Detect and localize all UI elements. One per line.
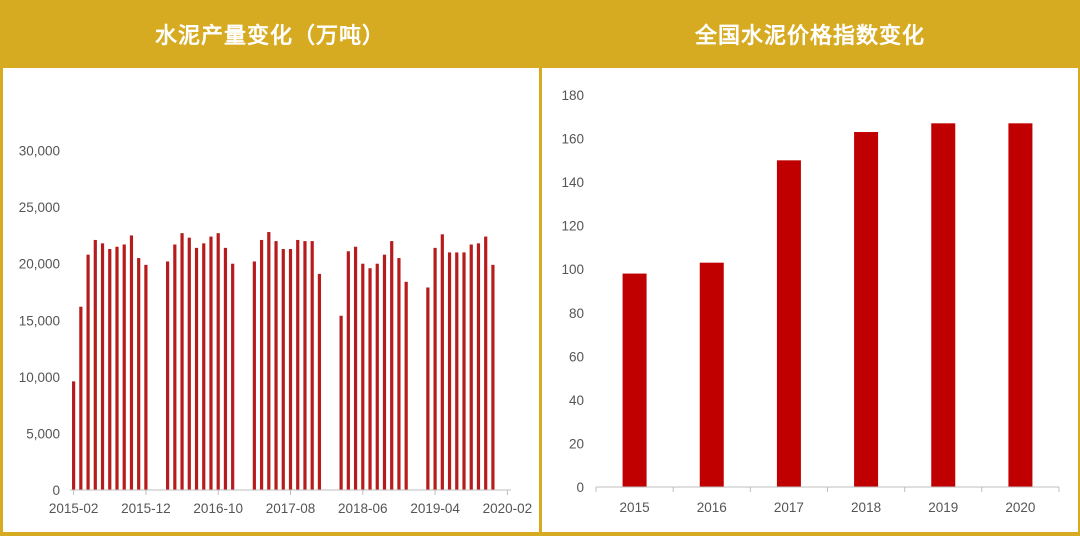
bar: [776, 160, 801, 487]
bar: [361, 263, 365, 490]
bar: [390, 241, 394, 490]
y-tick-label: 25,000: [19, 200, 60, 215]
bar: [180, 233, 184, 490]
bar: [187, 237, 191, 490]
bar: [223, 247, 228, 490]
bar: [469, 244, 473, 490]
x-tick-label: 2019: [928, 500, 958, 515]
bar: [72, 381, 76, 490]
bar: [79, 306, 83, 490]
bar: [931, 123, 956, 488]
y-tick-label: 15,000: [19, 313, 60, 328]
x-tick-label: 2020: [1005, 500, 1035, 515]
x-tick-label: 2018-06: [338, 501, 388, 516]
x-tick-label: 2015-02: [49, 501, 99, 516]
bar: [317, 273, 322, 490]
bar: [433, 247, 437, 490]
bar: [375, 263, 379, 490]
bar: [476, 243, 481, 490]
bar: [484, 236, 488, 490]
y-tick-label: 20,000: [19, 257, 60, 272]
bar: [137, 258, 141, 490]
x-tick-label: 2015: [620, 500, 650, 515]
bar: [368, 268, 372, 490]
y-tick-label: 160: [561, 132, 584, 147]
bar: [93, 239, 97, 490]
x-tick-label: 2017-08: [266, 501, 316, 516]
bar: [353, 246, 358, 490]
right-chart-title: 全国水泥价格指数变化: [694, 24, 925, 49]
bar: [231, 263, 235, 490]
bar: [209, 236, 213, 490]
bar: [404, 281, 408, 490]
bar: [622, 273, 647, 487]
bar: [491, 264, 495, 490]
bar: [346, 251, 350, 490]
x-tick-label: 2020-02: [483, 501, 533, 516]
left-panel: 水泥产量变化（万吨） 0 5,000 10,000 15,000 20,000 25,00…: [3, 24, 539, 532]
bar: [447, 252, 452, 490]
y-tick-label: 20: [569, 436, 584, 451]
bar: [339, 315, 343, 490]
bar: [462, 252, 466, 490]
x-tick-label: 2016-10: [193, 501, 243, 516]
y-tick-label: 180: [561, 88, 584, 103]
right-chart-area: 0 20 40 60 80 100 120 140 160 180 2015 2016 2017 2018…: [542, 68, 1078, 532]
x-tick-label: 2015-12: [121, 501, 171, 516]
bar: [122, 244, 126, 490]
bar: [165, 261, 170, 490]
bar: [281, 249, 285, 490]
bar: [129, 235, 134, 490]
bar: [194, 247, 199, 490]
cement-price-index-chart: 0 20 40 60 80 100 120 140 160 180 2015 2016 2017 2018…: [561, 88, 1060, 515]
x-tick-label: 2019-04: [410, 501, 460, 516]
bar: [108, 249, 112, 490]
y-tick-label: 10,000: [19, 370, 60, 385]
y-tick-label: 120: [561, 219, 584, 234]
x-tick-label: 2016: [697, 500, 727, 515]
y-tick-label: 60: [569, 349, 584, 364]
bar: [455, 252, 459, 490]
bar: [216, 233, 220, 490]
bar: [274, 241, 278, 490]
left-chart-area: 0 5,000 10,000 15,000 20,000 25,000 30,000 2015…: [3, 68, 539, 532]
bar: [854, 132, 879, 487]
bar: [288, 249, 293, 490]
bar: [440, 234, 444, 490]
x-tick-label: 2018: [851, 500, 881, 515]
y-tick-label: 140: [561, 175, 584, 190]
bar: [202, 243, 206, 490]
y-tick-label: 5,000: [26, 426, 60, 441]
cement-output-chart: 0 5,000 10,000 15,000 20,000 25,000 30,000 2015…: [19, 144, 533, 516]
y-tick-label: 30,000: [19, 144, 60, 159]
y-tick-label: 40: [569, 393, 584, 408]
bar: [173, 244, 177, 490]
x-tick-label: 2017: [774, 500, 804, 515]
bar: [259, 239, 264, 490]
bar: [382, 254, 387, 490]
bar: [267, 232, 271, 490]
bar: [144, 264, 148, 490]
bar: [115, 246, 119, 490]
bar: [100, 243, 105, 490]
y-tick-label: 80: [569, 306, 584, 321]
bar: [86, 254, 90, 490]
right-panel: 全国水泥价格指数变化 0 20 40 60 80 100 120 140 160 180 2015 2…: [540, 0, 1080, 536]
bar: [1008, 123, 1033, 488]
bar: [699, 262, 724, 487]
y-tick-label: 0: [52, 483, 60, 498]
bar: [252, 261, 256, 490]
bar: [397, 258, 401, 490]
left-chart-title: 水泥产量变化（万吨）: [154, 24, 385, 49]
y-tick-label: 100: [561, 262, 584, 277]
bar: [310, 241, 314, 490]
y-tick-label: 0: [576, 480, 584, 495]
bar: [303, 241, 307, 490]
bar: [426, 287, 430, 490]
bar: [296, 239, 300, 490]
